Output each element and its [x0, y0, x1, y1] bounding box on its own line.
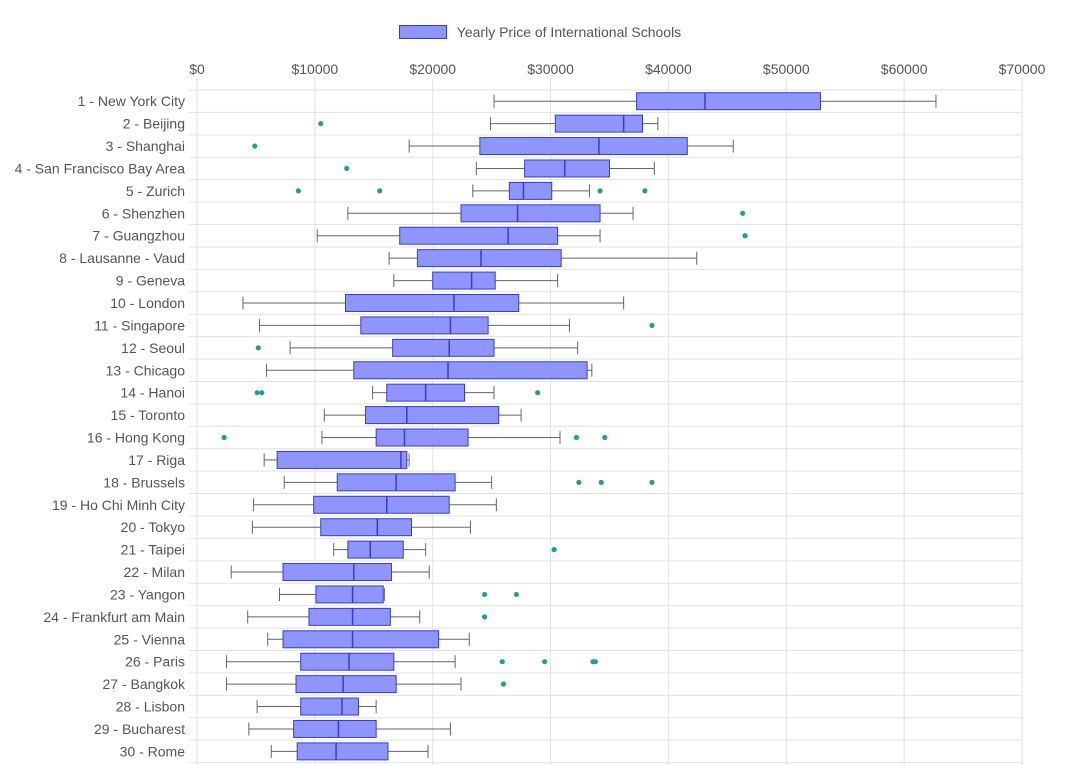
- outlier-point: [344, 165, 350, 172]
- outlier-point: [254, 390, 260, 396]
- category-label: 9 - Geneva: [116, 273, 185, 289]
- category-label: 6 - Shenzhen: [102, 205, 185, 221]
- x-tick-label: $50000: [763, 61, 810, 77]
- outlier-point: [740, 210, 746, 216]
- iqr-box: [375, 428, 469, 447]
- iqr-box: [320, 518, 412, 537]
- iqr-box: [345, 293, 520, 312]
- iqr-box: [293, 719, 377, 738]
- outlier-point: [535, 390, 541, 396]
- iqr-box: [315, 585, 384, 604]
- legend-swatch: [398, 25, 447, 39]
- category-label: 12 - Seoul: [121, 340, 185, 356]
- iqr-box: [360, 316, 489, 335]
- iqr-box: [300, 652, 395, 671]
- category-label: 27 - Bangkok: [103, 676, 186, 692]
- category-label: 17 - Riga: [128, 452, 185, 468]
- category-label: 13 - Chicago: [106, 362, 186, 378]
- category-label: 8 - Lausanne - Vaud: [59, 250, 185, 266]
- category-label: 25 - Vienna: [114, 631, 186, 647]
- category-label: 4 - San Francisco Bay Area: [15, 160, 186, 176]
- outlier-point: [542, 659, 548, 665]
- outlier-point: [481, 591, 488, 598]
- category-label: 7 - Guangzhou: [92, 228, 185, 244]
- x-tick-label: $30000: [527, 61, 574, 77]
- category-label: 11 - Singapore: [94, 317, 185, 333]
- x-tick-label: $60000: [881, 61, 928, 77]
- outlier-point: [649, 479, 655, 485]
- category-label: 14 - Hanoi: [120, 385, 185, 401]
- category-label: 28 - Lisbon: [116, 699, 185, 715]
- iqr-box: [296, 742, 389, 761]
- iqr-box: [365, 406, 500, 425]
- outlier-point: [576, 479, 582, 485]
- iqr-box: [276, 450, 408, 469]
- category-label: 16 - Hong Kong: [87, 430, 185, 446]
- iqr-box: [282, 563, 392, 582]
- outlier-point: [590, 659, 596, 665]
- category-label: 5 - Zurich: [126, 183, 185, 199]
- iqr-box: [392, 338, 495, 357]
- chart-legend[interactable]: Yearly Price of International Schools: [0, 20, 1080, 44]
- outlier-point: [259, 390, 265, 396]
- category-label: 20 - Tokyo: [121, 519, 186, 535]
- x-tick-label: $0: [189, 61, 205, 77]
- outlier-point: [742, 233, 748, 239]
- outlier-point: [481, 614, 488, 620]
- outlier-point: [602, 434, 608, 441]
- outlier-point: [499, 659, 505, 665]
- category-label: 26 - Paris: [125, 654, 185, 670]
- outlier-point: [500, 681, 507, 687]
- iqr-box: [295, 675, 397, 694]
- outlier-point: [649, 322, 655, 329]
- x-tick-label: $10000: [291, 61, 338, 77]
- outlier-point: [573, 434, 580, 441]
- x-tick-label: $20000: [409, 61, 456, 77]
- iqr-box: [432, 271, 496, 290]
- iqr-box: [460, 204, 601, 223]
- iqr-box: [353, 361, 588, 380]
- x-tick-label: $70000: [999, 61, 1046, 77]
- iqr-box: [554, 114, 643, 133]
- category-label: 15 - Toronto: [111, 407, 186, 423]
- category-label: 24 - Frankfurt am Main: [43, 609, 185, 625]
- iqr-box: [308, 607, 391, 626]
- outlier-point: [252, 143, 258, 149]
- category-label: 21 - Taipei: [121, 542, 185, 558]
- outlier-point: [377, 188, 383, 194]
- category-label: 22 - Milan: [124, 564, 185, 580]
- iqr-box: [300, 697, 359, 716]
- iqr-box: [508, 181, 553, 200]
- outlier-point: [255, 345, 261, 351]
- category-label: 18 - Brussels: [103, 474, 185, 490]
- category-label: 1 - New York City: [78, 93, 185, 109]
- category-label: 23 - Yangon: [110, 586, 185, 602]
- outlier-point: [642, 188, 648, 194]
- outlier-point: [513, 591, 519, 598]
- iqr-box: [313, 495, 450, 514]
- iqr-box: [636, 92, 821, 111]
- iqr-box: [399, 226, 559, 245]
- category-label: 19 - Ho Chi Minh City: [52, 497, 185, 513]
- outlier-point: [221, 434, 227, 441]
- legend-label: Yearly Price of International Schools: [456, 24, 682, 40]
- iqr-box: [416, 249, 562, 268]
- outlier-point: [597, 188, 603, 194]
- iqr-box: [524, 159, 611, 178]
- iqr-box: [479, 137, 688, 156]
- x-tick-label: $40000: [645, 61, 692, 77]
- category-label: 10 - London: [110, 295, 185, 311]
- category-label: 3 - Shanghai: [106, 138, 185, 154]
- outlier-point: [551, 547, 557, 553]
- category-label: 29 - Bucharest: [94, 721, 185, 737]
- category-label: 30 - Rome: [120, 743, 186, 759]
- outlier-point: [295, 188, 301, 194]
- category-label: 2 - Beijing: [123, 116, 185, 132]
- iqr-box: [282, 630, 440, 649]
- outlier-point: [598, 479, 604, 485]
- iqr-box: [347, 540, 404, 559]
- outlier-point: [318, 121, 324, 127]
